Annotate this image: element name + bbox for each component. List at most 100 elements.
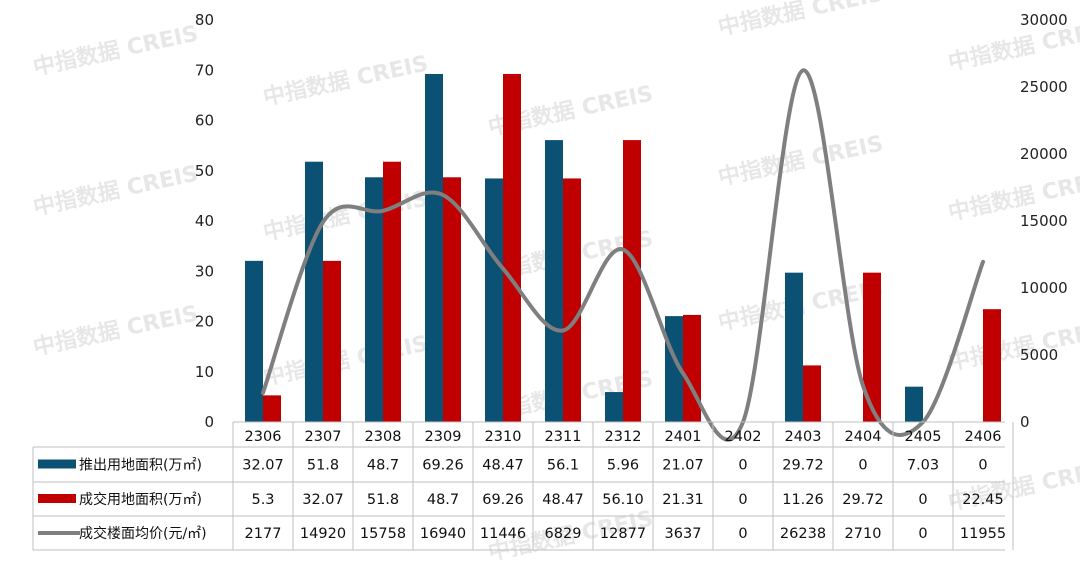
data-label: 14920 [300, 526, 346, 542]
data-label: 21.31 [662, 492, 704, 508]
left-axis-tick: 50 [195, 162, 214, 180]
data-label: 3637 [665, 526, 702, 542]
data-label: 26238 [780, 526, 826, 542]
watermark-text: 中指数据 CREIS [261, 331, 431, 391]
category-label: 2307 [305, 429, 342, 445]
legend-key [38, 494, 76, 503]
bar-offered-area [425, 73, 443, 422]
category-label: 2406 [965, 429, 1002, 445]
legend-label: 成交用地面积(万㎡) [79, 491, 202, 508]
watermark-text: 中指数据 CREIS [261, 186, 431, 246]
data-label: 6829 [545, 526, 582, 542]
bar-sold-area [803, 365, 821, 422]
bar-offered-area [245, 260, 263, 422]
legend-label: 推出用地面积(万㎡) [79, 458, 202, 474]
right-axis-tick: 25000 [1020, 78, 1068, 96]
data-label: 12877 [600, 526, 646, 542]
data-label: 11955 [960, 526, 1006, 542]
bar-offered-area [785, 272, 803, 422]
bar-sold-area [683, 314, 701, 422]
bar-series [245, 73, 1001, 422]
bar-offered-area [605, 392, 623, 422]
data-label: 56.10 [602, 492, 644, 508]
watermark-text: 中指数据 CREIS [716, 0, 886, 41]
data-label: 48.7 [427, 492, 459, 508]
data-label: 5.96 [607, 458, 639, 474]
bar-sold-area [983, 309, 1001, 422]
bar-offered-area [305, 161, 323, 422]
data-label: 11446 [480, 526, 526, 542]
watermark-text: 中指数据 CREIS [31, 161, 201, 221]
right-axis-tick: 0 [1020, 413, 1030, 431]
left-axis-tick: 80 [195, 11, 214, 29]
data-label: 56.1 [547, 458, 579, 474]
bar-offered-area [365, 177, 383, 422]
left-axis-tick: 60 [195, 112, 214, 130]
category-label: 2405 [905, 429, 942, 445]
data-label: 51.8 [307, 458, 339, 474]
left-axis-tick: 40 [195, 212, 214, 230]
watermark-text: 中指数据 CREIS [31, 301, 201, 361]
data-label: 16940 [420, 526, 466, 542]
data-label: 69.26 [482, 492, 524, 508]
left-axis-tick: 70 [195, 61, 214, 79]
category-label: 2308 [365, 429, 402, 445]
bar-offered-area [905, 386, 923, 422]
data-label: 5.3 [251, 492, 274, 508]
data-label: 48.47 [482, 458, 524, 474]
data-label: 0 [918, 526, 927, 542]
right-axis-tick: 15000 [1020, 212, 1068, 230]
right-axis-tick: 5000 [1020, 346, 1058, 364]
data-label: 32.07 [302, 492, 344, 508]
data-label: 51.8 [367, 492, 399, 508]
data-label: 0 [918, 492, 927, 508]
line-series [261, 68, 985, 442]
bar-sold-area [863, 272, 881, 422]
legend-label: 成交楼面均价(元/㎡) [79, 525, 207, 542]
legend-key [38, 459, 76, 469]
category-label: 2312 [605, 429, 642, 445]
data-label: 29.72 [842, 492, 884, 508]
category-label: 2306 [245, 429, 282, 445]
watermark-text: 中指数据 CREIS [261, 51, 431, 111]
watermark-text: 中指数据 CREIS [946, 316, 1080, 376]
data-label: 29.72 [782, 458, 824, 474]
watermark-text: 中指数据 CREIS [31, 21, 201, 81]
bar-sold-area [443, 177, 461, 422]
data-label: 0 [738, 458, 747, 474]
data-label: 0 [858, 458, 867, 474]
right-axis-tick: 30000 [1020, 11, 1068, 29]
bar-sold-area [263, 395, 281, 422]
left-axis-tick: 20 [195, 313, 214, 331]
data-label: 2710 [845, 526, 882, 542]
data-label: 0 [738, 492, 747, 508]
left-axis-tick: 0 [204, 413, 214, 431]
data-label: 48.47 [542, 492, 584, 508]
data-label: 2177 [245, 526, 282, 542]
right-axis-tick: 20000 [1020, 145, 1068, 163]
data-label: 11.26 [782, 492, 824, 508]
right-axis-tick: 10000 [1020, 279, 1068, 297]
data-label: 15758 [360, 526, 406, 542]
bar-sold-area [503, 73, 521, 422]
data-label: 32.07 [242, 458, 284, 474]
category-label: 2310 [485, 429, 522, 445]
bar-sold-area [623, 140, 641, 422]
category-label: 2401 [665, 429, 702, 445]
avg-price-line [261, 68, 985, 442]
bar-offered-area [485, 178, 503, 422]
data-label: 21.07 [662, 458, 704, 474]
data-label: 0 [738, 526, 747, 542]
watermark-text: 中指数据 CREIS [716, 131, 886, 191]
data-label: 69.26 [422, 458, 464, 474]
bar-sold-area [383, 161, 401, 422]
category-label: 2309 [425, 429, 462, 445]
right-axis: 0 5000 10000 15000 20000 25000 30000 [1020, 11, 1068, 431]
category-label: 2404 [845, 429, 882, 445]
data-label: 0 [978, 458, 987, 474]
left-axis: 0 10 20 30 40 50 60 70 80 [195, 11, 214, 431]
category-label: 2311 [545, 429, 582, 445]
category-label: 2402 [725, 429, 762, 445]
data-table: 2306 2307 2308 2309 2310 2311 2312 2401 2402 2403… [32, 421, 1014, 551]
